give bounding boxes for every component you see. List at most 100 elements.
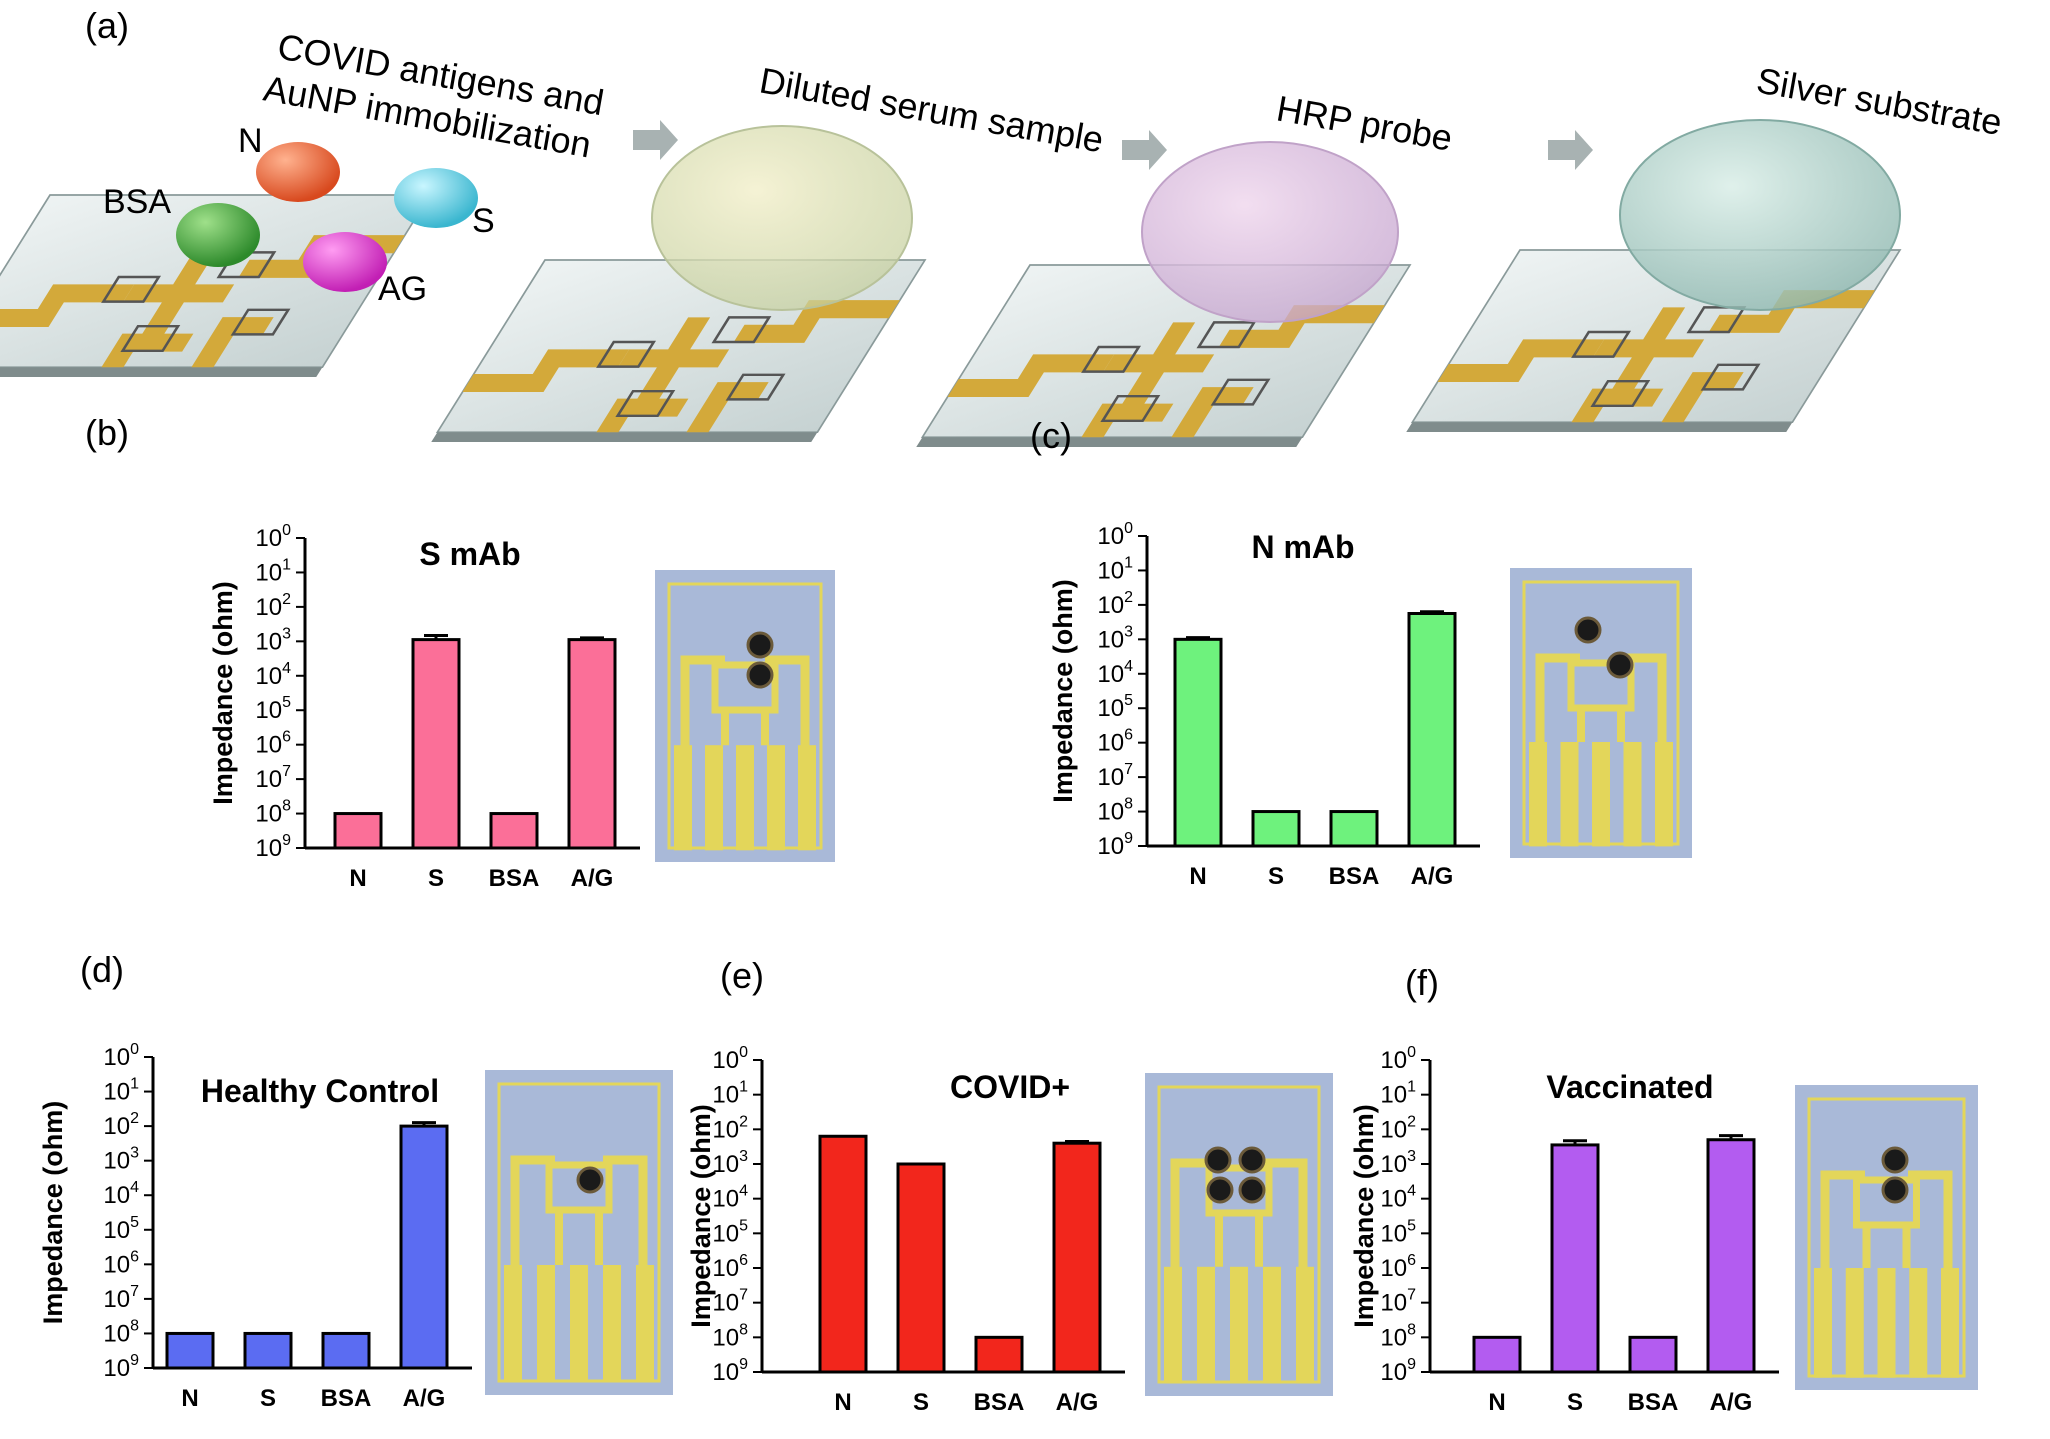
chart-vaccinated: 100 101 102 103 104 105 106 107 108 109Impedance … [1349,1044,1779,1416]
chart-title: Healthy Control [201,1073,439,1109]
photo-trace [721,710,769,746]
silver-deposit-dot [1574,616,1602,644]
y-tick-label: 101 [1380,1079,1416,1109]
x-tick-label: A/G [1411,863,1454,890]
arrow-right-icon [633,120,678,160]
x-tick-label: A/G [1710,1389,1753,1416]
photo-contact-pad [1560,742,1579,847]
photo-contact-pad [636,1265,654,1382]
photo-contact-pad [1592,742,1610,847]
x-tick-label: N [349,865,366,892]
bar-bsa [1628,1335,1678,1374]
photo-contact-pad [674,745,692,851]
y-tick-label: 106 [103,1248,139,1278]
y-tick-label: 109 [255,832,291,862]
y-tick-label: 105 [103,1214,139,1244]
step-2-serum-drop [651,125,913,311]
photo-contact-pad [1877,1268,1896,1378]
bar-n [818,1134,868,1374]
x-tick-label: N [181,1385,198,1412]
y-axis-label: Impedance (ohm) [208,581,238,805]
arrow-right-icon [1548,130,1593,170]
y-tick-label: 106 [712,1252,748,1282]
bar-ag [399,1124,449,1370]
x-tick-label: S [1567,1389,1583,1416]
y-axis-label: Impedance (ohm) [38,1101,68,1325]
y-tick-label: 103 [1380,1148,1416,1178]
chart-title: N mAb [1251,529,1354,565]
bar-bsa [974,1335,1024,1374]
y-tick-label: 103 [712,1148,748,1178]
photo-contact-pad [1845,1268,1864,1378]
photo-contact-pad [1655,742,1673,847]
x-tick-label: N [834,1389,851,1416]
bar-bsa [489,812,539,850]
y-tick-label: 101 [1097,554,1133,584]
bar-ag [1706,1138,1756,1374]
chip-label-S: S [472,202,495,240]
antigen-ball-AG [303,232,387,292]
photo-contact-pad [603,1265,621,1382]
y-tick-label: 104 [712,1183,748,1213]
device-photo-vaccinated [1795,1085,1978,1390]
y-tick-label: 109 [1097,830,1133,860]
photo-contact-pad [705,745,723,851]
chart-title: S mAb [419,536,520,572]
bar-s [411,638,461,850]
step-1-antigen-balls [176,142,478,292]
y-tick-label: 108 [1097,796,1133,826]
y-tick-label: 101 [255,556,291,586]
panel-label-c: (c) [1030,415,1072,456]
bar-s [1550,1143,1600,1374]
y-tick-label: 105 [1097,692,1133,722]
panel-label-e: (e) [720,955,764,996]
y-tick-label: 109 [1380,1356,1416,1386]
y-tick-label: 106 [255,729,291,759]
y-tick-label: 100 [712,1044,748,1074]
bar-n [333,812,383,850]
photo-contact-pad [504,1265,522,1382]
bar-ag [1052,1141,1102,1374]
antigen-ball-BSA [176,203,260,267]
y-tick-label: 107 [712,1287,748,1317]
bar-ag [567,638,617,850]
y-tick-label: 104 [255,660,291,690]
y-tick-label: 100 [103,1041,139,1071]
y-tick-label: 104 [1097,658,1133,688]
panel-label-f: (f) [1405,962,1439,1003]
chart-n-mab: 100 101 102 103 104 105 106 107 108 109 Impedance … [1048,520,1480,890]
silver-deposit-dot [1881,1146,1909,1174]
silver-deposit-dot [746,661,774,689]
bar-bsa [1329,810,1379,848]
y-tick-label: 105 [255,694,291,724]
photo-contact-pad [767,745,785,851]
y-tick-label: 103 [103,1145,139,1175]
chart-title: Vaccinated [1546,1069,1713,1105]
y-tick-label: 106 [1380,1252,1416,1282]
silver-deposit-dot [1204,1146,1232,1174]
y-axis-label: Impedance (ohm) [1349,1104,1379,1328]
y-tick-label: 101 [103,1076,139,1106]
silver-deposit-dot [576,1166,604,1194]
silver-deposit-dot [1606,651,1634,679]
photo-contact-pad [1164,1266,1182,1384]
photo-trace [711,661,779,714]
step-3-hrp-drop [1141,141,1399,323]
x-tick-label: BSA [1329,863,1380,890]
silver-deposit-dot [1238,1146,1266,1174]
arrow-right-icon [1122,130,1167,170]
y-tick-label: 105 [712,1217,748,1247]
photo-contact-pad [798,745,816,851]
y-tick-label: 105 [1380,1217,1416,1247]
bar-s [243,1331,293,1370]
silver-deposit-dot [1238,1176,1266,1204]
y-tick-label: 102 [712,1113,748,1143]
y-tick-label: 101 [712,1079,748,1109]
y-tick-label: 104 [103,1179,139,1209]
y-axis-label: Impedance (ohm) [686,1104,716,1328]
y-tick-label: 100 [255,522,291,552]
x-tick-label: A/G [571,865,614,892]
y-tick-label: 100 [1380,1044,1416,1074]
x-tick-label: S [913,1389,929,1416]
